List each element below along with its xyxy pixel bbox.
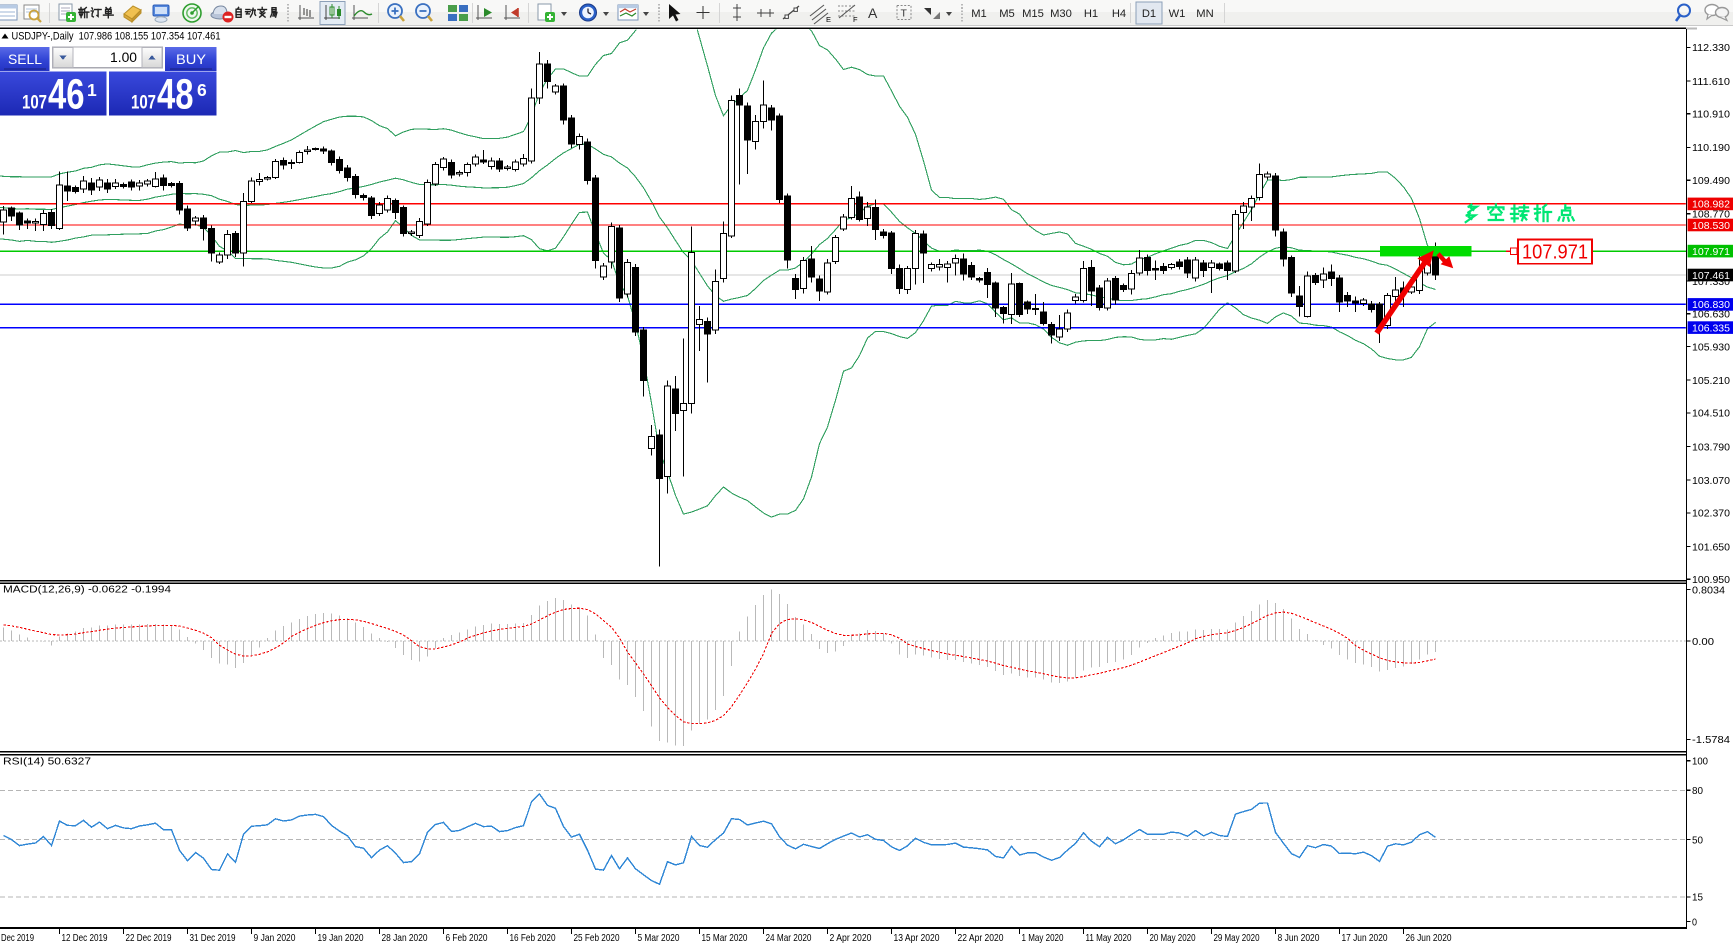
svg-text:A: A	[868, 5, 878, 21]
svg-text:M1: M1	[971, 8, 987, 20]
svg-text:D1: D1	[1142, 8, 1156, 20]
svg-text:M15: M15	[1022, 8, 1044, 20]
svg-text:107.971: 107.971	[1692, 246, 1730, 258]
svg-text:108.530: 108.530	[1692, 220, 1730, 232]
svg-text:25 Feb 2020: 25 Feb 2020	[574, 932, 620, 944]
svg-text:100.950: 100.950	[1692, 574, 1730, 586]
svg-text:USDJPY-,Daily 107.986 108.155: USDJPY-,Daily 107.986 108.155 107.354 10…	[12, 31, 221, 43]
svg-text:26 Jun 2020: 26 Jun 2020	[1406, 932, 1452, 944]
svg-text:50: 50	[1692, 834, 1703, 846]
svg-text:SELL: SELL	[8, 51, 42, 67]
svg-text:19 Jan 2020: 19 Jan 2020	[318, 932, 364, 944]
svg-text:100: 100	[1692, 756, 1708, 768]
svg-text:111.610: 111.610	[1692, 76, 1730, 88]
svg-text:1.00: 1.00	[110, 50, 137, 65]
svg-text:6 Feb 2020: 6 Feb 2020	[446, 932, 488, 944]
svg-text:12 Dec 2019: 12 Dec 2019	[62, 932, 108, 944]
svg-text:110.190: 110.190	[1692, 142, 1730, 154]
svg-text:24 Mar 2020: 24 Mar 2020	[766, 932, 812, 944]
svg-text:106.630: 106.630	[1692, 309, 1730, 321]
svg-text:31 Dec 2019: 31 Dec 2019	[190, 932, 236, 944]
svg-text:16 Feb 2020: 16 Feb 2020	[510, 932, 556, 944]
svg-text:1: 1	[87, 80, 97, 100]
svg-text:0: 0	[1692, 916, 1697, 928]
svg-text:105.210: 105.210	[1692, 375, 1730, 387]
svg-text:8 Jun 2020: 8 Jun 2020	[1278, 932, 1320, 944]
svg-text:101.650: 101.650	[1692, 541, 1730, 553]
svg-text:107: 107	[131, 93, 156, 114]
svg-text:15 Mar 2020: 15 Mar 2020	[702, 932, 748, 944]
svg-text:102.370: 102.370	[1692, 508, 1730, 520]
svg-text:Dec 2019: Dec 2019	[1, 932, 34, 944]
svg-text:105.930: 105.930	[1692, 341, 1730, 353]
svg-text:9 Jan 2020: 9 Jan 2020	[254, 932, 296, 944]
svg-text:T: T	[901, 8, 908, 20]
svg-text:H1: H1	[1084, 8, 1098, 20]
svg-text:MACD(12,26,9) -0.0622 -0.1994: MACD(12,26,9) -0.0622 -0.1994	[3, 584, 171, 596]
svg-text:80: 80	[1692, 785, 1703, 797]
svg-text:H4: H4	[1112, 8, 1126, 20]
svg-text:M5: M5	[999, 8, 1015, 20]
svg-text:11 May 2020: 11 May 2020	[1086, 932, 1132, 944]
svg-text:107.461: 107.461	[1692, 270, 1730, 282]
svg-text:109.490: 109.490	[1692, 175, 1730, 187]
svg-text:M30: M30	[1050, 8, 1072, 20]
svg-text:17 Jun 2020: 17 Jun 2020	[1342, 932, 1388, 944]
svg-text:28 Jan 2020: 28 Jan 2020	[382, 932, 428, 944]
svg-text:20 May 2020: 20 May 2020	[1150, 932, 1196, 944]
svg-text:104.510: 104.510	[1692, 408, 1730, 420]
svg-text:22 Apr 2020: 22 Apr 2020	[958, 932, 1004, 944]
svg-text:2 Apr 2020: 2 Apr 2020	[830, 932, 872, 944]
svg-text:W1: W1	[1169, 8, 1186, 20]
svg-text:F: F	[853, 15, 858, 24]
svg-text:112.330: 112.330	[1692, 42, 1730, 54]
svg-text:108.982: 108.982	[1692, 199, 1730, 211]
svg-text:103.790: 103.790	[1692, 441, 1730, 453]
svg-text:48: 48	[157, 72, 194, 119]
svg-text:13 Apr 2020: 13 Apr 2020	[894, 932, 940, 944]
svg-text:5 Mar 2020: 5 Mar 2020	[638, 932, 680, 944]
svg-text:E: E	[826, 15, 831, 24]
svg-text:0.8034: 0.8034	[1692, 584, 1725, 596]
svg-text:22 Dec 2019: 22 Dec 2019	[126, 932, 172, 944]
svg-text:6: 6	[197, 80, 207, 100]
svg-text:MN: MN	[1196, 8, 1213, 20]
svg-text:29 May 2020: 29 May 2020	[1214, 932, 1260, 944]
svg-text:46: 46	[48, 72, 85, 119]
svg-text:103.070: 103.070	[1692, 475, 1730, 487]
svg-text:106.335: 106.335	[1692, 322, 1730, 334]
svg-text:-1.5784: -1.5784	[1692, 734, 1730, 746]
svg-text:15: 15	[1692, 892, 1703, 904]
svg-text:110.910: 110.910	[1692, 109, 1730, 121]
svg-text:RSI(14) 50.6327: RSI(14) 50.6327	[3, 756, 91, 768]
svg-text:108.770: 108.770	[1692, 209, 1730, 221]
svg-text:BUY: BUY	[176, 51, 207, 67]
svg-text:107: 107	[22, 93, 47, 114]
svg-text:1 May 2020: 1 May 2020	[1022, 932, 1064, 944]
svg-text:106.830: 106.830	[1692, 299, 1730, 311]
svg-text:0.00: 0.00	[1692, 636, 1714, 648]
svg-text:107.971: 107.971	[1522, 242, 1588, 264]
